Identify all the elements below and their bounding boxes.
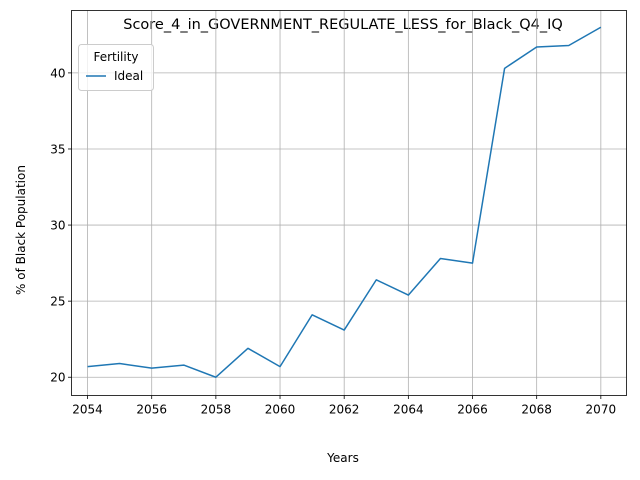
y-tick-label: 20: [50, 371, 65, 385]
chart-title: Score_4_in_GOVERNMENT_REGULATE_LESS_for_…: [123, 17, 563, 33]
x-tick-label: 2070: [586, 403, 617, 417]
x-tick-label: 2068: [521, 403, 552, 417]
plot-area-frame: [71, 10, 627, 396]
x-tick-label: 2062: [329, 403, 360, 417]
x-axis-ticks: 2054 2056 2058 2060 2062 2064 2066 2068 2070: [72, 395, 617, 417]
y-tick-label: 30: [50, 219, 65, 233]
y-tick-label: 35: [50, 142, 65, 156]
series-layer: [87, 26, 602, 378]
x-axis-label: Years: [326, 451, 359, 465]
x-tick-label: 2058: [201, 403, 232, 417]
legend-box: [78, 44, 154, 91]
y-tick-label: 25: [50, 295, 65, 309]
x-tick-label: 2066: [457, 403, 488, 417]
x-tick-label: 2054: [72, 403, 103, 417]
x-tick-label: 2056: [136, 403, 167, 417]
grid: [71, 10, 627, 396]
legend-title: Fertility: [93, 50, 138, 64]
y-axis-label: % of Black Population: [14, 165, 28, 295]
x-tick-label: 2060: [265, 403, 296, 417]
y-tick-label: 40: [50, 66, 65, 80]
y-axis-ticks: 20 25 30 35 40: [50, 66, 72, 385]
x-tick-label: 2064: [393, 403, 424, 417]
legend-label-ideal: Ideal: [114, 69, 143, 83]
legend: Fertility Ideal: [78, 44, 154, 91]
